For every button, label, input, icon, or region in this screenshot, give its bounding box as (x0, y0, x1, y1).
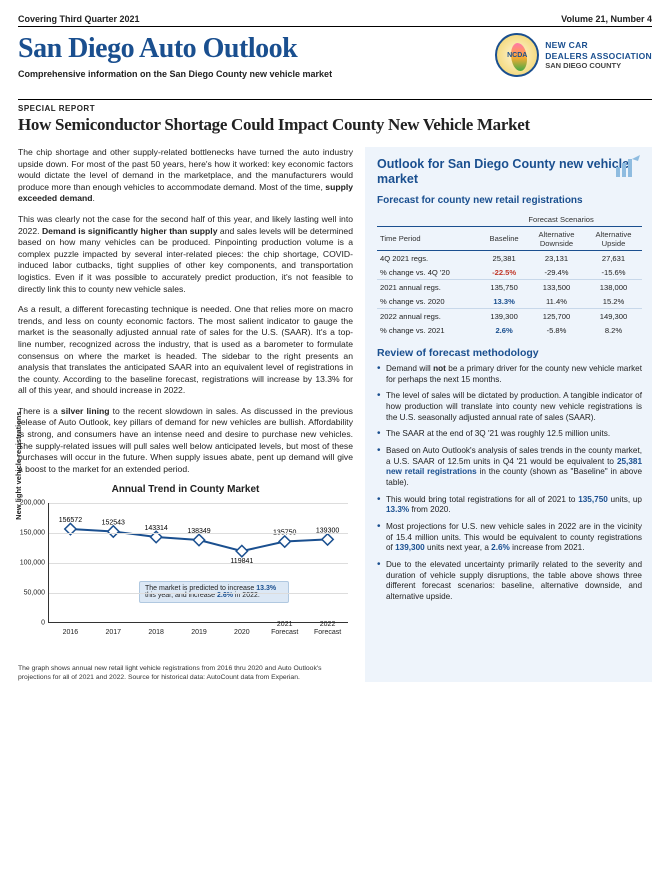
table-cell: 125,700 (528, 309, 585, 324)
table-column-header: AlternativeDownside (528, 227, 585, 251)
table-cell: 23,131 (528, 251, 585, 266)
svg-text:143314: 143314 (144, 525, 167, 532)
svg-text:156572: 156572 (59, 517, 82, 524)
volume-number: Volume 21, Number 4 (561, 14, 652, 24)
article-title: How Semiconductor Shortage Could Impact … (18, 115, 652, 135)
table-row: % change vs. 20212.6%-5.8%8.2% (377, 323, 642, 337)
paragraph: As a result, a different forecasting tec… (18, 304, 353, 397)
table-cell: 8.2% (585, 323, 642, 337)
masthead: San Diego Auto Outlook Comprehensive inf… (18, 33, 652, 93)
coverage-period: Covering Third Quarter 2021 (18, 14, 140, 24)
table-row-label: 4Q 2021 regs. (377, 251, 480, 266)
divider (18, 99, 652, 100)
table-row-label: % change vs. 2021 (377, 323, 480, 337)
paragraph: This was clearly not the case for the se… (18, 214, 353, 295)
chart-x-tick: 2016 (63, 629, 79, 637)
chart-title: Annual Trend in County Market (18, 484, 353, 495)
bullet-item: Demand will not be a primary driver for … (377, 364, 642, 385)
table-column-header: Baseline (480, 227, 528, 251)
chart-callout: The market is predicted to increase 13.3… (139, 581, 289, 603)
market-forecast-icon (614, 153, 644, 179)
table-column-header: Time Period (377, 227, 480, 251)
table-column-header: AlternativeUpside (585, 227, 642, 251)
sidebar-heading: Outlook for San Diego County new vehicle… (377, 157, 642, 187)
association-logo-block: NCDA NEW CAR DEALERS ASSOCIATION SAN DIE… (495, 33, 652, 77)
publication-title: San Diego Auto Outlook (18, 33, 495, 65)
table-cell: 27,631 (585, 251, 642, 266)
table-row-label: 2022 annual regs. (377, 309, 480, 324)
association-name: NEW CAR DEALERS ASSOCIATION SAN DIEGO CO… (545, 40, 652, 69)
chart-y-tick: 0 (11, 620, 45, 627)
page: Covering Third Quarter 2021 Volume 21, N… (0, 0, 670, 696)
chart-caption: The graph shows annual new retail light … (18, 665, 353, 681)
review-heading: Review of forecast methodology (377, 347, 642, 359)
table-row-label: % change vs. 4Q '20 (377, 265, 480, 280)
chart-y-tick: 50,000 (11, 590, 45, 597)
chart-x-tick: 2018 (148, 629, 164, 637)
sidebar-subheading: Forecast for county new retail registrat… (377, 195, 642, 206)
table-cell: -5.8% (528, 323, 585, 337)
table-row-label: 2021 annual regs. (377, 280, 480, 295)
table-row: 4Q 2021 regs.25,38123,13127,631 (377, 251, 642, 266)
chart-x-tick: 2020 (234, 629, 250, 637)
paragraph: There is a silver lining to the recent s… (18, 406, 353, 476)
table-header-row: Time PeriodBaselineAlternativeDownsideAl… (377, 227, 642, 251)
table-cell: 133,500 (528, 280, 585, 295)
table-cell: -22.5% (480, 265, 528, 280)
chart-x-tick: 2017 (105, 629, 121, 637)
bullet-item: This would bring total registrations for… (377, 495, 642, 516)
chart-plot-area: 1565721525431433141383491198411357501393… (48, 503, 348, 623)
bullet-item: Based on Auto Outlook's analysis of sale… (377, 446, 642, 489)
table-row: % change vs. 4Q '20-22.5%-29.4%-15.6% (377, 265, 642, 280)
special-report-label: SPECIAL REPORT (18, 104, 652, 113)
ncda-seal-icon: NCDA (495, 33, 539, 77)
article-body: The chip shortage and other supply-relat… (18, 147, 353, 682)
bullet-item: Due to the elevated uncertainty primaril… (377, 560, 642, 603)
top-bar: Covering Third Quarter 2021 Volume 21, N… (18, 14, 652, 27)
table-cell: 149,300 (585, 309, 642, 324)
bullet-item: The SAAR at the end of 3Q '21 was roughl… (377, 429, 642, 440)
forecast-table: Forecast Scenarios Time PeriodBaselineAl… (377, 212, 642, 337)
paragraph: The chip shortage and other supply-relat… (18, 147, 353, 205)
table-row: 2022 annual regs.139,300125,700149,300 (377, 309, 642, 324)
table-cell: -15.6% (585, 265, 642, 280)
table-cell: 13.3% (480, 294, 528, 309)
table-super-header: Forecast Scenarios (480, 212, 642, 227)
table-row: 2021 annual regs.135,750133,500138,000 (377, 280, 642, 295)
table-row-label: % change vs. 2020 (377, 294, 480, 309)
table-cell: 11.4% (528, 294, 585, 309)
bullet-item: The level of sales will be dictated by p… (377, 391, 642, 423)
chart-x-tick: 2021Forecast (271, 621, 298, 636)
svg-text:119841: 119841 (230, 559, 253, 566)
table-cell: 25,381 (480, 251, 528, 266)
table-cell: 139,300 (480, 309, 528, 324)
tagline: Comprehensive information on the San Die… (18, 69, 495, 79)
table-cell: -29.4% (528, 265, 585, 280)
chart-y-tick: 150,000 (11, 530, 45, 537)
methodology-bullets: Demand will not be a primary driver for … (377, 364, 642, 602)
bullet-item: Most projections for U.S. new vehicle sa… (377, 522, 642, 554)
sidebar: Outlook for San Diego County new vehicle… (365, 147, 652, 682)
chart-x-tick: 2022Forecast (314, 621, 341, 636)
table-cell: 135,750 (480, 280, 528, 295)
chart-y-tick: 200,000 (11, 500, 45, 507)
table-row: % change vs. 202013.3%11.4%15.2% (377, 294, 642, 309)
table-cell: 2.6% (480, 323, 528, 337)
annual-trend-chart: Annual Trend in County Market New light … (18, 484, 353, 681)
chart-y-tick: 100,000 (11, 560, 45, 567)
svg-text:152543: 152543 (102, 520, 125, 527)
table-cell: 15.2% (585, 294, 642, 309)
table-cell: 138,000 (585, 280, 642, 295)
chart-x-tick: 2019 (191, 629, 207, 637)
